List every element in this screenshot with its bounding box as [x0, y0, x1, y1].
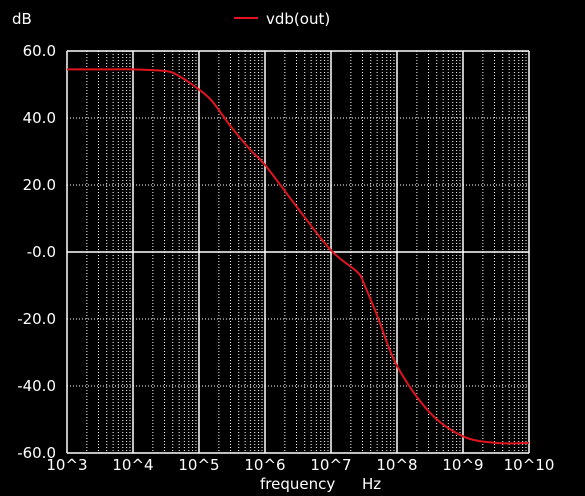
x-tick-label: 10^5 — [178, 456, 219, 474]
x-tick-label: 10^10 — [504, 456, 555, 474]
y-tick-label: -40.0 — [17, 377, 56, 395]
x-tick-label: 10^6 — [244, 456, 285, 474]
series-layer — [67, 68, 530, 445]
x-tick-label: 10^9 — [442, 456, 483, 474]
y-tick-label: 40.0 — [23, 109, 56, 127]
x-axis-unit: Hz — [362, 475, 381, 493]
x-tick-label: 10^8 — [376, 456, 417, 474]
x-axis-label: frequency — [260, 475, 335, 493]
legend-entry: vdb(out) — [266, 10, 330, 28]
series-line-vdb-out — [67, 68, 530, 445]
y-tick-label: -0.0 — [27, 243, 56, 261]
x-tick-label: 10^7 — [310, 456, 351, 474]
y-tick-label: 60.0 — [23, 42, 56, 60]
x-tick-label: 10^3 — [46, 456, 87, 474]
y-tick-label: -20.0 — [17, 310, 56, 328]
x-tick-label: 10^4 — [112, 456, 153, 474]
y-axis-label: dB — [12, 10, 32, 28]
y-tick-labels: 60.0 40.0 20.0 -0.0 -20.0 -40.0 -60.0 — [17, 42, 56, 462]
x-tick-labels: 10^3 10^4 10^5 10^6 10^7 10^8 10^9 10^10 — [46, 456, 554, 474]
legend: vdb(out) — [234, 10, 330, 28]
y-tick-label: -60.0 — [17, 444, 56, 462]
y-tick-label: 20.0 — [23, 176, 56, 194]
